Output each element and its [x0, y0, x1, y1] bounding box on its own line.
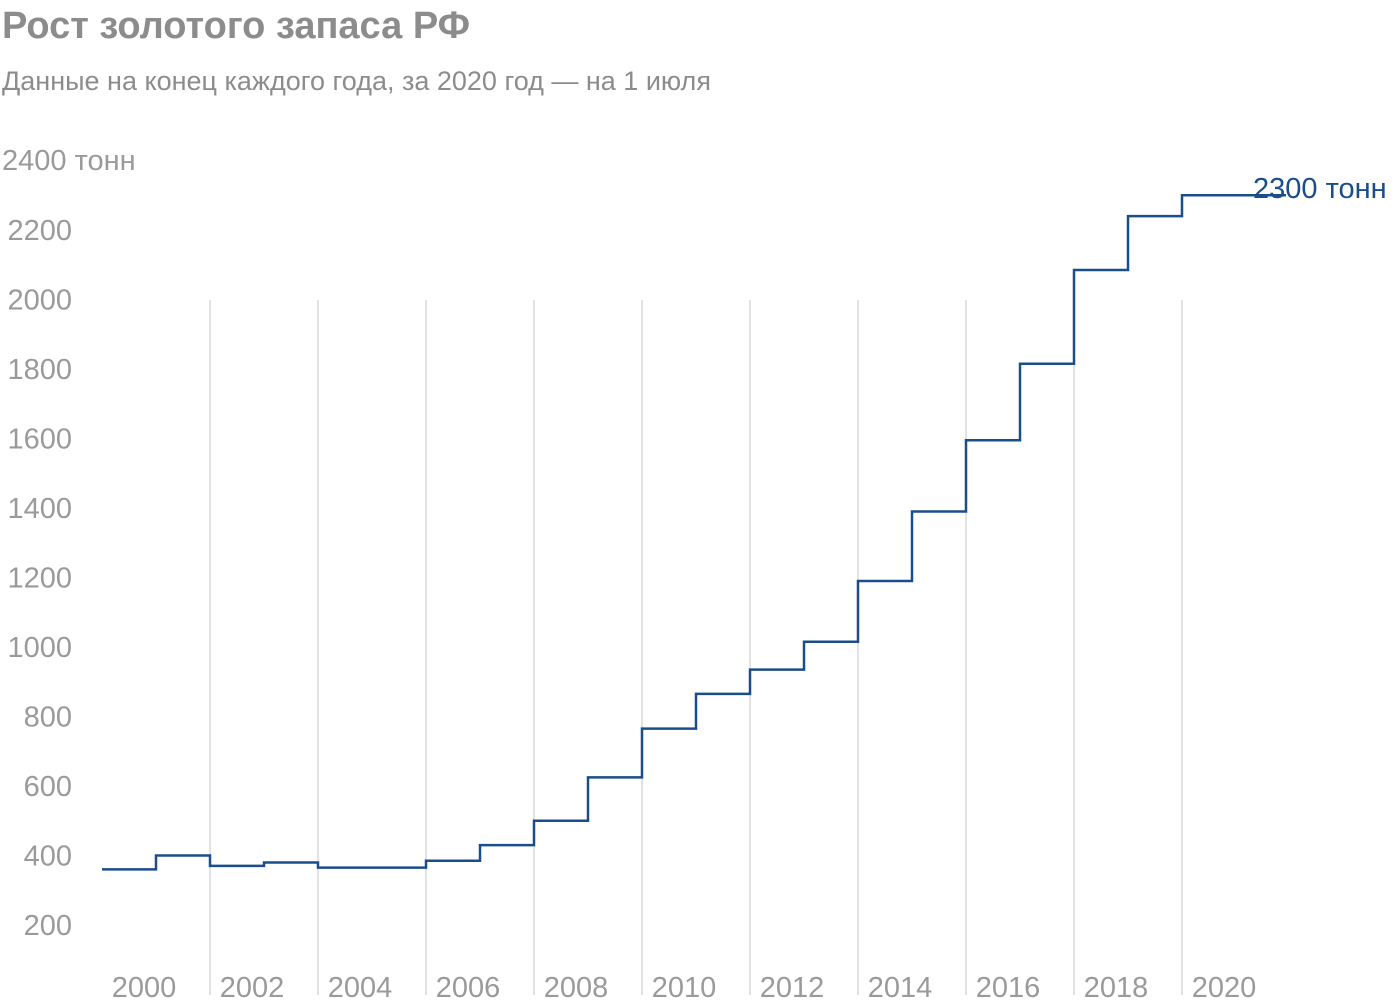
x-tick-label: 2016 — [976, 972, 1041, 1004]
y-tick-label: 1800 — [7, 354, 72, 386]
x-tick-label: 2002 — [220, 972, 285, 1004]
x-tick-label: 2020 — [1192, 972, 1257, 1004]
y-tick-label: 1000 — [7, 632, 72, 664]
y-tick-label: 2000 — [7, 285, 72, 317]
x-axis-ticks: 2000 2002 2004 2006 2008 2010 2012 2014 2016 2018… — [112, 972, 1257, 1004]
y-tick-label: 1200 — [7, 563, 72, 595]
x-tick-label: 2014 — [868, 972, 933, 1004]
x-tick-label: 2010 — [652, 972, 717, 1004]
y-tick-label: 800 — [24, 702, 72, 734]
y-tick-label: 2200 — [7, 215, 72, 247]
end-value-label: 2300 тонн — [1253, 173, 1387, 205]
y-tick-label: 600 — [24, 771, 72, 803]
x-tick-label: 2004 — [328, 972, 393, 1004]
y-tick-label: 200 — [24, 910, 72, 942]
y-unit-label: 2400 тонн — [2, 145, 136, 177]
y-axis-ticks: 2400 тонн 200 400 600 800 1000 1200 1400 1600 18… — [2, 145, 136, 942]
x-tick-label: 2012 — [760, 972, 825, 1004]
x-tick-label: 2008 — [544, 972, 609, 1004]
x-tick-label: 2018 — [1084, 972, 1149, 1004]
x-tick-label: 2006 — [436, 972, 501, 1004]
x-tick-label: 2000 — [112, 972, 177, 1004]
chart-title: Рост золотого запаса РФ — [2, 5, 470, 47]
chart-subtitle: Данные на конец каждого года, за 2020 го… — [2, 66, 711, 96]
y-tick-label: 1400 — [7, 493, 72, 525]
series-line — [102, 194, 1286, 871]
y-tick-label: 1600 — [7, 424, 72, 456]
y-tick-label: 400 — [24, 841, 72, 873]
grid-lines — [209, 300, 1183, 995]
